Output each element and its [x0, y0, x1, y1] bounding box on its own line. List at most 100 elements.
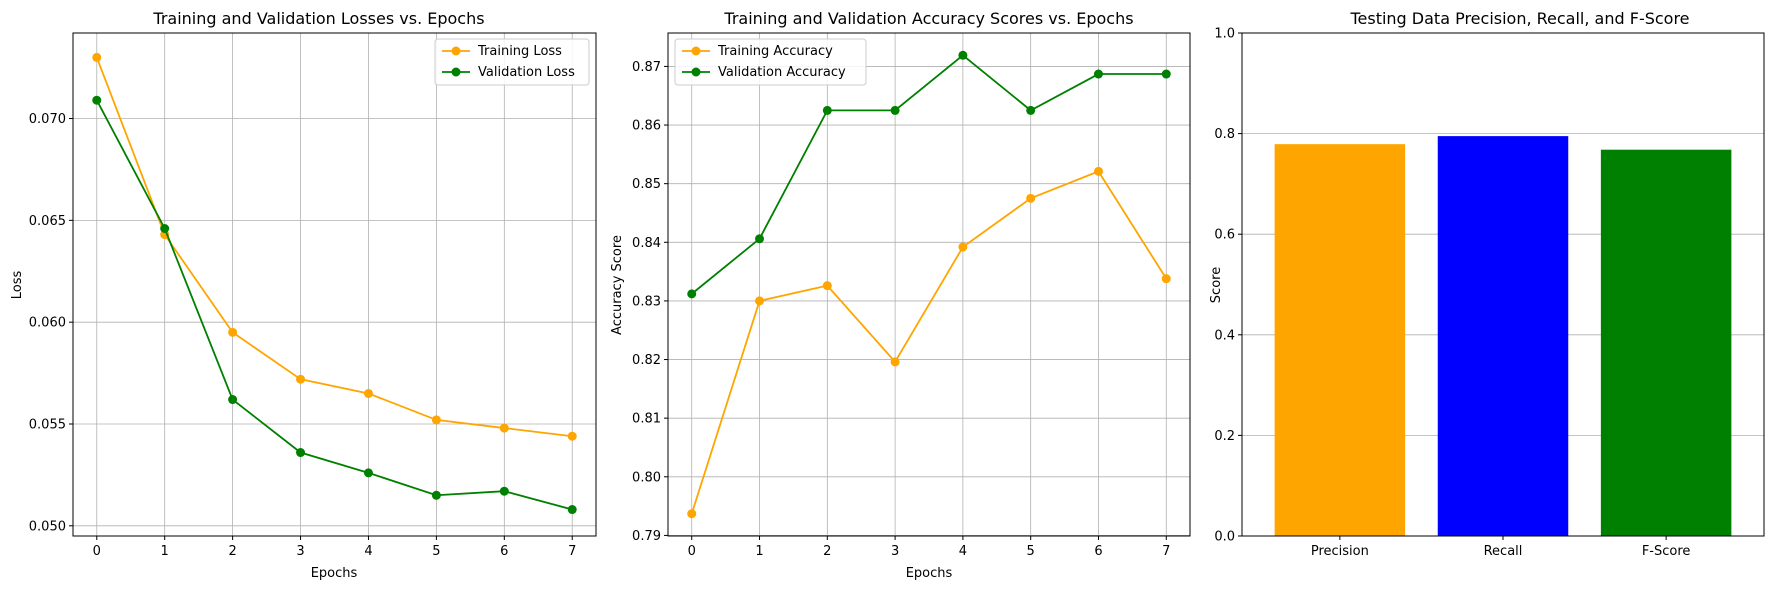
data-point-validation-loss — [431, 490, 441, 500]
x-tick-label: 1 — [161, 544, 169, 559]
series-layer — [92, 52, 577, 515]
y-tick-label: 0.6 — [1214, 228, 1235, 243]
y-tick-label: 0.80 — [632, 470, 661, 485]
bar-layer — [1274, 136, 1732, 537]
data-point-training-loss — [296, 374, 306, 384]
data-point-validation-loss — [228, 395, 238, 405]
y-tick-label: 0.0 — [1214, 530, 1235, 545]
data-point-training-loss — [363, 388, 373, 398]
chart-title: Training and Validation Losses vs. Epoch… — [152, 9, 484, 28]
data-point-training-accuracy — [755, 296, 765, 306]
plot-frame — [667, 32, 1191, 537]
x-tick-label: 4 — [959, 544, 967, 559]
data-point-training-accuracy — [822, 281, 832, 291]
data-point-validation-loss — [363, 468, 373, 478]
y-tick-label: 0.060 — [29, 316, 66, 331]
data-point-training-accuracy — [890, 357, 900, 367]
y-tick-label: 0.82 — [632, 353, 661, 368]
y-tick-label: 0.85 — [632, 177, 661, 192]
legend-marker-training-loss — [451, 46, 461, 56]
x-tick-label: 2 — [228, 544, 236, 559]
y-tick-label: 0.79 — [632, 529, 661, 544]
x-tick-label: 1 — [755, 544, 763, 559]
panel-losses: Training and Validation Losses vs. Epoch… — [10, 9, 597, 581]
x-tick-label: 4 — [364, 544, 372, 559]
series-layer — [687, 50, 1171, 519]
series-line-training-accuracy — [690, 170, 1168, 514]
y-tick-label: 0.065 — [29, 214, 66, 229]
series-line-training-loss — [95, 57, 573, 438]
x-tick-label: 7 — [568, 544, 576, 559]
data-point-validation-loss — [296, 448, 306, 458]
y-tick-label: 0.87 — [632, 60, 661, 75]
data-point-validation-accuracy — [822, 105, 832, 115]
data-point-validation-loss — [160, 223, 170, 233]
y-tick-label: 0.81 — [632, 412, 661, 427]
data-point-validation-accuracy — [1093, 69, 1103, 79]
data-point-validation-loss — [567, 505, 577, 515]
y-tick-label: 0.8 — [1214, 127, 1235, 142]
y-tick-label: 0.4 — [1214, 328, 1235, 343]
data-point-validation-accuracy — [687, 289, 697, 299]
data-point-validation-accuracy — [890, 105, 900, 115]
bar-f-score — [1600, 149, 1732, 537]
y-tick-label: 0.83 — [632, 294, 661, 309]
x-tick-label: 2 — [823, 544, 831, 559]
y-axis-label: Score — [1209, 267, 1224, 303]
legend-label-validation-accuracy: Validation Accuracy — [718, 65, 846, 80]
legend-box — [434, 38, 590, 86]
grid — [73, 33, 596, 536]
panel-scores: Testing Data Precision, Recall, and F-Sc… — [1209, 9, 1765, 560]
legend-label-training-accuracy: Training Accuracy — [717, 44, 833, 59]
data-point-training-loss — [567, 431, 577, 441]
tick-layer: 0 1 2 3 4 5 6 7 0.050 0.055 0.060 0.065 0.070 — [29, 112, 577, 559]
x-tick-label: 0 — [688, 544, 696, 559]
legend-marker-validation-accuracy — [691, 67, 701, 77]
series-line-validation-loss — [95, 99, 573, 511]
legend-marker-training-accuracy — [691, 46, 701, 56]
y-tick-label: 0.86 — [632, 119, 661, 134]
tick-layer: 0 1 2 3 4 5 6 7 0.79 0.80 0.81 0.82 0.83 0.84 0.85 0.86… — [632, 60, 1170, 559]
x-tick-label: F-Score — [1642, 544, 1691, 559]
data-point-training-accuracy — [958, 242, 968, 252]
x-tick-label: Precision — [1311, 544, 1369, 559]
bar-precision — [1274, 144, 1406, 536]
x-tick-label: Recall — [1484, 544, 1523, 559]
data-point-validation-accuracy — [1026, 105, 1036, 115]
legend-marker-validation-loss — [451, 67, 461, 77]
y-tick-label: 0.055 — [29, 417, 66, 432]
data-point-validation-loss — [499, 486, 509, 496]
tick-layer: 0.0 0.2 0.4 0.6 0.8 1.0 Precision Recall F-Score — [1214, 27, 1690, 560]
y-tick-label: 0.050 — [29, 519, 66, 534]
data-point-validation-accuracy — [958, 50, 968, 60]
data-point-validation-accuracy — [755, 234, 765, 244]
y-tick-label: 0.84 — [632, 236, 661, 251]
y-tick-label: 0.2 — [1214, 429, 1235, 444]
legend: Training Accuracy Validation Accuracy — [674, 38, 867, 86]
chart-title: Testing Data Precision, Recall, and F-Sc… — [1349, 9, 1689, 28]
x-tick-label: 6 — [500, 544, 508, 559]
x-tick-label: 5 — [1027, 544, 1035, 559]
grid — [668, 33, 1190, 536]
panel-accuracy: Training and Validation Accuracy Scores … — [610, 9, 1191, 581]
plot-frame — [72, 32, 597, 537]
data-point-training-loss — [92, 52, 102, 62]
data-point-training-accuracy — [1093, 166, 1103, 176]
x-tick-label: 0 — [93, 544, 101, 559]
x-tick-label: 7 — [1162, 544, 1170, 559]
x-tick-label: 5 — [432, 544, 440, 559]
data-point-training-accuracy — [687, 509, 697, 519]
y-tick-label: 0.070 — [29, 112, 66, 127]
data-point-training-loss — [499, 423, 509, 433]
data-point-training-accuracy — [1026, 193, 1036, 203]
data-point-training-loss — [228, 327, 238, 337]
data-point-validation-loss — [92, 95, 102, 105]
x-axis-label: Epochs — [906, 566, 953, 581]
data-point-training-loss — [431, 415, 441, 425]
data-point-validation-accuracy — [1161, 69, 1171, 79]
chart-title: Training and Validation Accuracy Scores … — [723, 9, 1133, 28]
data-point-training-accuracy — [1161, 274, 1171, 284]
x-tick-label: 3 — [891, 544, 899, 559]
bar-recall — [1437, 136, 1569, 537]
